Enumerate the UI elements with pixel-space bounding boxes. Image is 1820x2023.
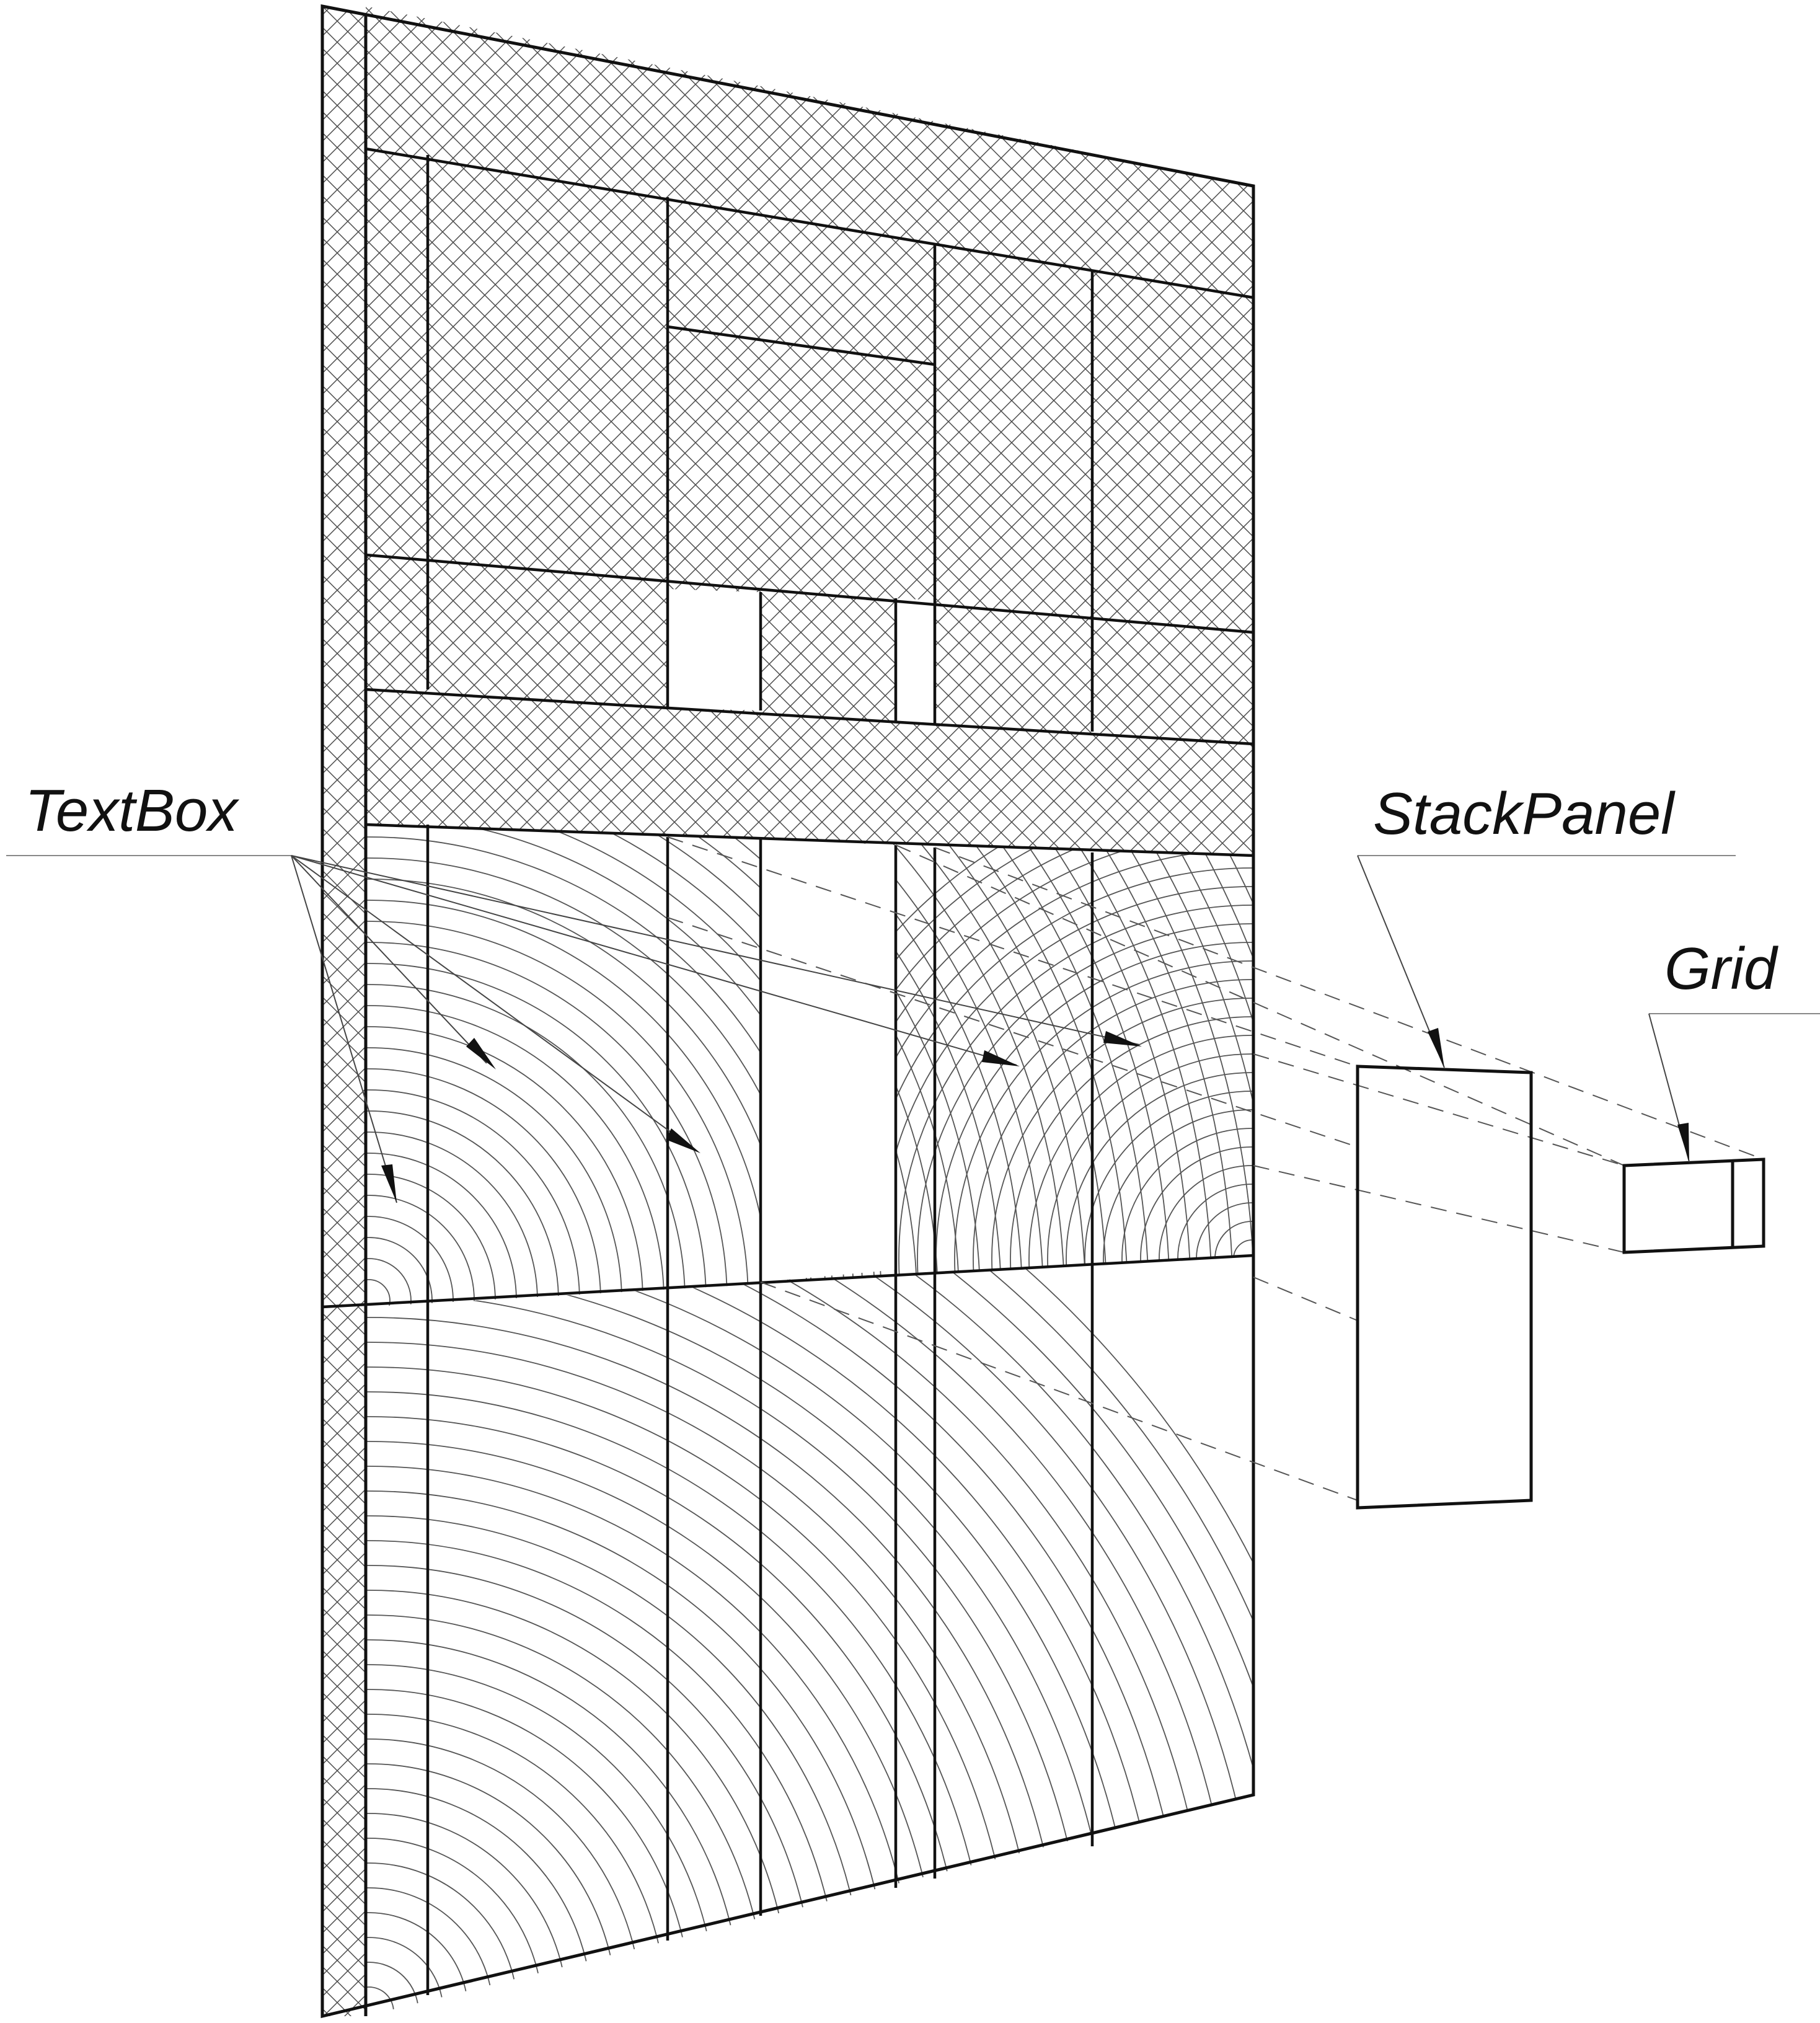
projection-lines <box>667 836 1764 1501</box>
arc-line <box>366 1317 1064 2016</box>
arrowhead <box>1677 1123 1689 1162</box>
arc-line <box>366 921 749 1307</box>
arc-line <box>366 1664 717 2016</box>
arc-line <box>366 1279 391 1307</box>
textbox-label: TextBox <box>25 777 239 844</box>
arc-line <box>366 1255 1138 2016</box>
upper-hatched-region <box>366 6 1253 856</box>
arrowhead <box>982 1050 1020 1066</box>
arc-line <box>366 1838 543 2016</box>
arc-line <box>366 1813 568 2016</box>
arc-line <box>366 1342 1039 2016</box>
arc-line <box>366 1763 617 2016</box>
arc-line <box>366 1714 667 2016</box>
arc-line <box>366 1590 791 2016</box>
arc-line <box>366 1255 1253 2016</box>
arc-line <box>366 1862 518 2016</box>
arc-line <box>366 1255 1163 2016</box>
arc-line <box>366 1738 642 2016</box>
arc-line <box>366 1788 593 2016</box>
arrowhead <box>1428 1028 1444 1068</box>
arrowhead <box>466 1038 496 1069</box>
arc-line <box>366 1366 1014 2016</box>
arc-line <box>366 1292 1089 2016</box>
arc-line <box>366 1937 444 2016</box>
arc-line <box>366 900 770 1307</box>
arc-line <box>366 1131 538 1307</box>
arc-line <box>366 1255 1253 2016</box>
grid-callout: Grid <box>1648 936 1820 1162</box>
arc-line <box>366 1466 915 2016</box>
arc-line <box>366 1540 841 2016</box>
stackpanel-box <box>1356 1065 1533 1510</box>
arc-line <box>366 1515 865 2016</box>
blank-column <box>761 839 896 1282</box>
arc-line <box>366 1887 493 2016</box>
arc-line <box>366 1391 989 2016</box>
textbox-callout: TextBox <box>6 777 1142 1203</box>
arc-line <box>366 1416 965 2016</box>
arc-line <box>366 1614 766 2016</box>
arrowhead <box>666 1128 700 1153</box>
arc-line <box>366 1047 622 1307</box>
blank-cells <box>668 589 935 724</box>
arc-line <box>366 1267 1113 2016</box>
arrowhead <box>1103 1031 1142 1047</box>
arc-line <box>366 963 707 1307</box>
arc-line <box>366 857 812 1307</box>
grid-box <box>1622 1158 1765 1254</box>
arc-line <box>366 984 686 1307</box>
arc-line <box>366 1068 601 1307</box>
arc-line <box>366 1490 890 2016</box>
arc-line <box>366 879 791 1307</box>
stackpanel-callout: StackPanel <box>1357 781 1736 1068</box>
arc-line <box>366 1639 741 2016</box>
grid-label: Grid <box>1664 936 1778 1002</box>
arc-line <box>366 942 728 1307</box>
arc-line <box>366 1565 816 2016</box>
arc-line <box>366 1255 1188 2016</box>
left-frame-strip <box>322 6 366 2016</box>
arc-line <box>366 1153 517 1307</box>
arc-line <box>366 1110 559 1307</box>
arc-line <box>366 1255 1213 2016</box>
main-panel-outline <box>320 4 1255 2019</box>
stackpanel-label: StackPanel <box>1373 781 1676 847</box>
arrowhead <box>381 1164 397 1203</box>
panel-grid-lines <box>322 147 1254 1995</box>
